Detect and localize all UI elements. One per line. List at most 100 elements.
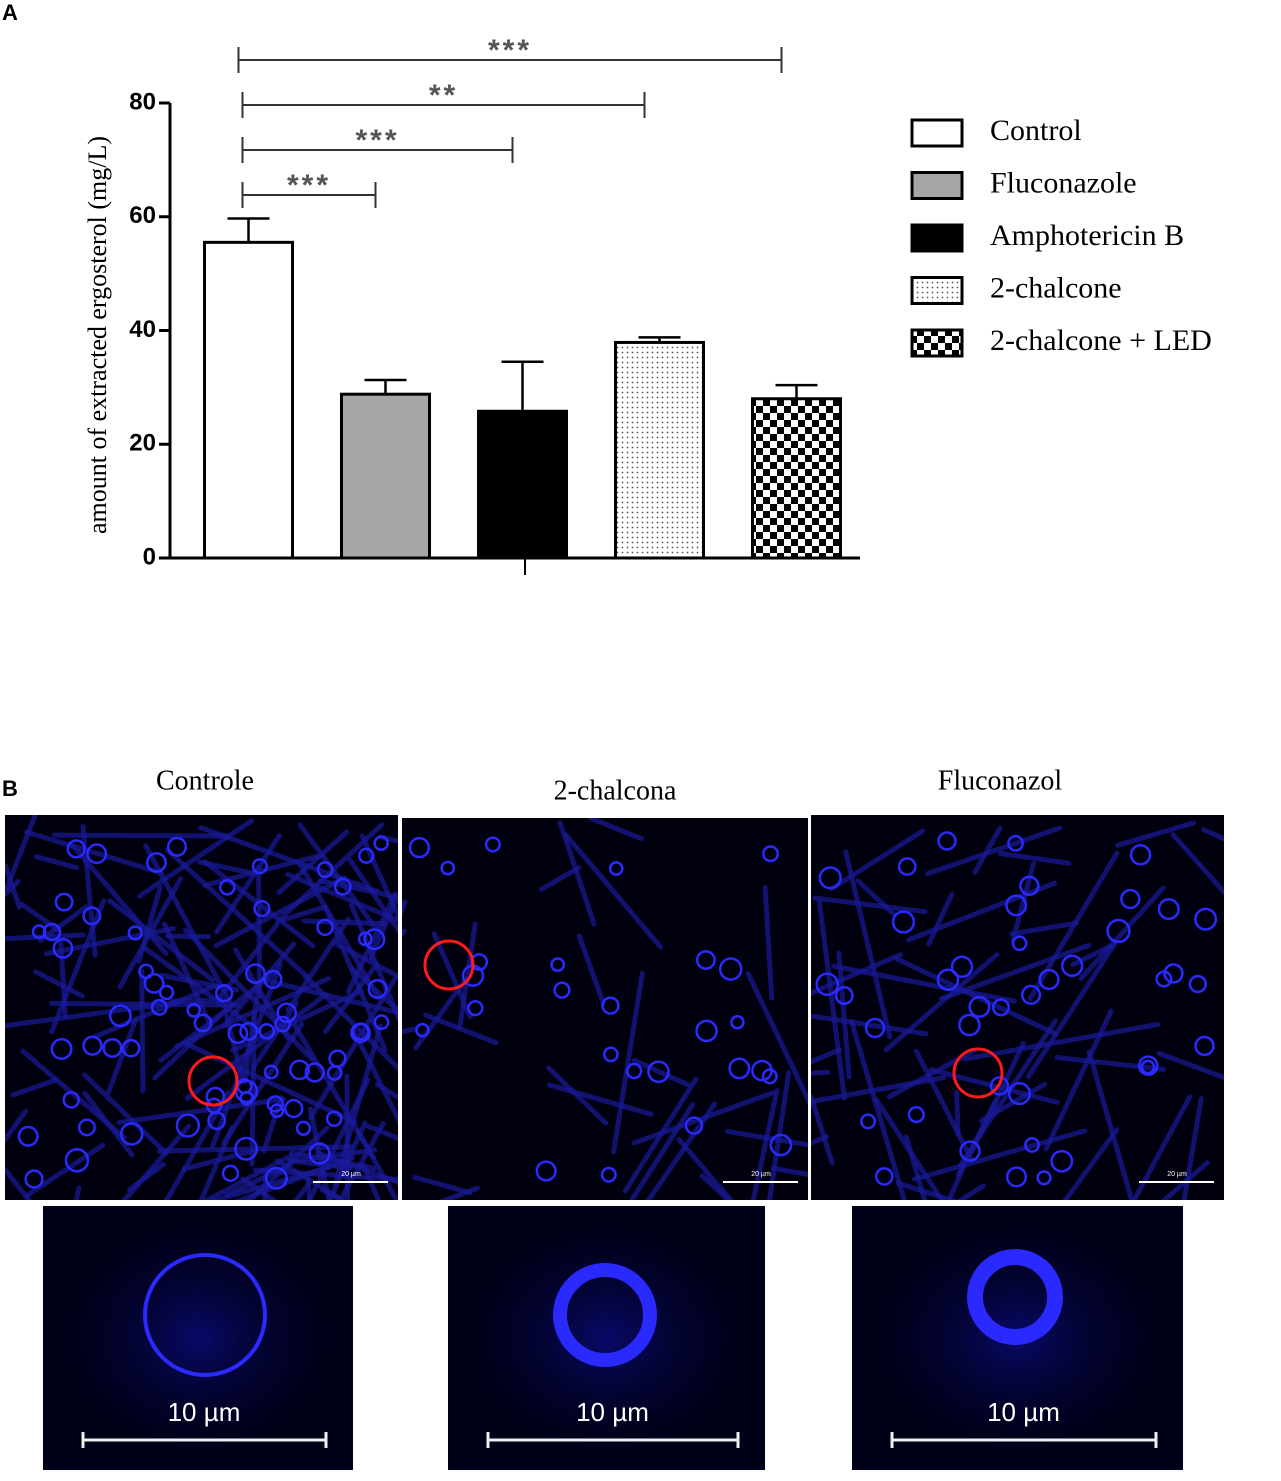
- cell: [815, 972, 840, 997]
- cell: [818, 866, 842, 890]
- cell: [62, 1091, 81, 1109]
- hypha: [5, 1000, 180, 1029]
- hypha: [305, 1176, 312, 1200]
- cell: [358, 847, 375, 864]
- cell: [17, 1125, 39, 1147]
- cell: [251, 858, 268, 875]
- hypha: [906, 880, 1058, 943]
- hypha: [198, 1125, 235, 1200]
- hypha: [1054, 1055, 1167, 1072]
- hypha: [750, 1088, 780, 1200]
- cell: [283, 1098, 304, 1119]
- zoom-cell: [553, 1263, 657, 1367]
- hypha: [855, 878, 896, 917]
- hypha: [217, 922, 280, 1000]
- cell: [684, 1116, 704, 1135]
- microscopy-panel: Controle 20 µm 10 µm 2-chalcona 20 µm 10 µm Fl…: [5, 765, 1224, 1470]
- cell: [316, 918, 334, 937]
- cell: [553, 981, 571, 999]
- hypha: [849, 1019, 907, 1200]
- cell: [769, 1133, 793, 1157]
- hypha: [402, 1026, 419, 1035]
- hypha: [628, 1102, 696, 1200]
- hypha: [297, 822, 378, 930]
- hypha: [127, 1162, 166, 1193]
- micrograph: [811, 815, 1224, 1200]
- hypha: [365, 1123, 398, 1141]
- hypha: [546, 1082, 654, 1117]
- cell: [484, 836, 501, 853]
- hypha: [5, 1108, 29, 1144]
- cell: [31, 924, 47, 940]
- hypha: [116, 1096, 286, 1125]
- cell: [603, 1046, 619, 1063]
- cell: [350, 1022, 371, 1044]
- cell: [695, 950, 716, 970]
- cell: [950, 955, 974, 979]
- y-tick-label: 80: [129, 88, 156, 115]
- cell: [625, 1062, 643, 1080]
- cell: [718, 957, 743, 981]
- cell: [253, 900, 271, 918]
- cell: [239, 1022, 259, 1041]
- cell: [1007, 1081, 1032, 1106]
- cell: [1106, 918, 1131, 944]
- legend-label: Fluconazole: [990, 166, 1137, 199]
- hypha: [829, 828, 926, 892]
- legend-swatch: [910, 276, 964, 305]
- cell: [1155, 970, 1173, 988]
- cell: [227, 1023, 249, 1045]
- significance-label: ***: [488, 34, 532, 67]
- significance-label: ***: [287, 169, 331, 202]
- cell: [77, 1118, 96, 1137]
- cell: [864, 1017, 886, 1039]
- hypha: [20, 1048, 127, 1140]
- cell: [295, 1120, 312, 1137]
- hypha: [457, 921, 478, 1031]
- cell: [695, 1019, 718, 1043]
- cell: [730, 1015, 745, 1030]
- hypha: [24, 829, 164, 876]
- hypha: [308, 975, 398, 1121]
- hypha: [121, 1123, 192, 1200]
- cell: [143, 972, 165, 994]
- hypha: [1078, 885, 1166, 981]
- cell: [127, 925, 143, 941]
- cell: [991, 998, 1010, 1017]
- hypha: [538, 865, 582, 892]
- hypha: [811, 1069, 831, 1076]
- hypha: [221, 1021, 305, 1146]
- zoom-glow: [43, 1206, 353, 1470]
- cell: [146, 852, 167, 873]
- hypha: [438, 1185, 480, 1200]
- cell: [24, 1169, 44, 1189]
- hypha: [831, 963, 1017, 1004]
- zoom-scale-label: 10 µm: [987, 1397, 1060, 1427]
- cell: [221, 1164, 240, 1183]
- cell: [1120, 888, 1141, 910]
- hypha: [1115, 820, 1197, 848]
- cell: [1019, 875, 1040, 897]
- cell: [326, 1065, 343, 1081]
- scale-label: 20 µm: [341, 1171, 361, 1178]
- zoom-cell: [143, 1253, 267, 1377]
- cell: [761, 1068, 778, 1085]
- significance-label: **: [429, 79, 458, 112]
- hypha: [139, 969, 146, 1094]
- hypha: [276, 829, 350, 896]
- hypha: [811, 1075, 947, 1105]
- cell: [263, 1064, 279, 1080]
- cell: [600, 1166, 617, 1183]
- legend-label: Control: [990, 114, 1082, 147]
- cell: [214, 984, 234, 1003]
- image-title: Fluconazol: [938, 765, 1063, 796]
- hypha: [261, 977, 398, 1016]
- hypha: [332, 1023, 383, 1187]
- cell: [50, 1037, 73, 1060]
- hypha: [954, 1089, 961, 1138]
- hypha: [431, 931, 473, 1020]
- bar: [751, 397, 842, 560]
- cell: [266, 1095, 285, 1113]
- zoom-glow: [448, 1206, 765, 1470]
